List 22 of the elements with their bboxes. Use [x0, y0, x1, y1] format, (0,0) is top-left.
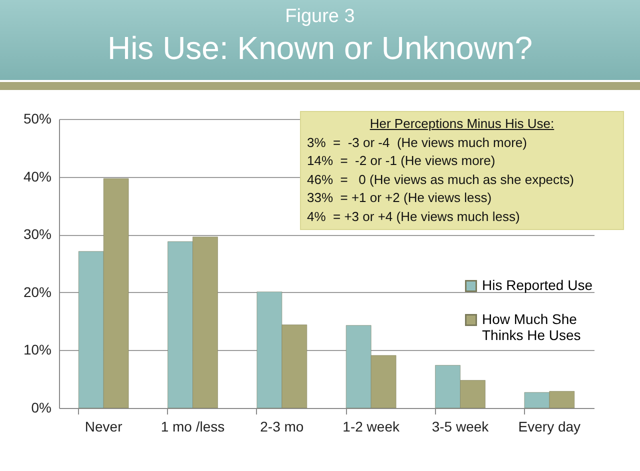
y-tick-label: 30% — [23, 226, 52, 242]
x-tick-label: 1-2 week — [342, 418, 400, 434]
legend-label: How Much She Thinks He Uses — [482, 311, 581, 343]
y-tick-label: 20% — [23, 284, 52, 300]
annotation: 14% = -2 or -1 (He views more) — [307, 152, 496, 170]
x-tick-label: 1 mo /less — [160, 418, 225, 434]
chart-subtitle: Figure 3 — [284, 5, 356, 28]
annotation: 3% = -3 or -4 (He views much more) — [307, 134, 528, 152]
x-tick-label: 2-3 mo — [260, 418, 304, 434]
annotation: 46% = 0 (He views as much as she expects) — [307, 170, 575, 189]
y-tick-label: 40% — [23, 168, 52, 184]
y-tick-label: 0% — [31, 400, 52, 416]
x-tick-label: Every day — [518, 418, 581, 434]
y-tick-label: 10% — [23, 342, 52, 358]
annotation: 4% = +3 or +4 (He views much less) — [307, 208, 521, 226]
legend-label: His Reported Use — [482, 277, 593, 293]
annotation: Her Perceptions Minus His Use: — [368, 115, 556, 133]
annotation: 33% = +1 or +2 (He views less) — [307, 189, 493, 207]
y-tick-label: 50% — [23, 110, 52, 126]
x-tick-label: 3-5 week — [432, 418, 490, 434]
x-tick-label: Never — [84, 418, 123, 434]
chart-title: His Use: Known or Unknown? — [106, 30, 534, 67]
